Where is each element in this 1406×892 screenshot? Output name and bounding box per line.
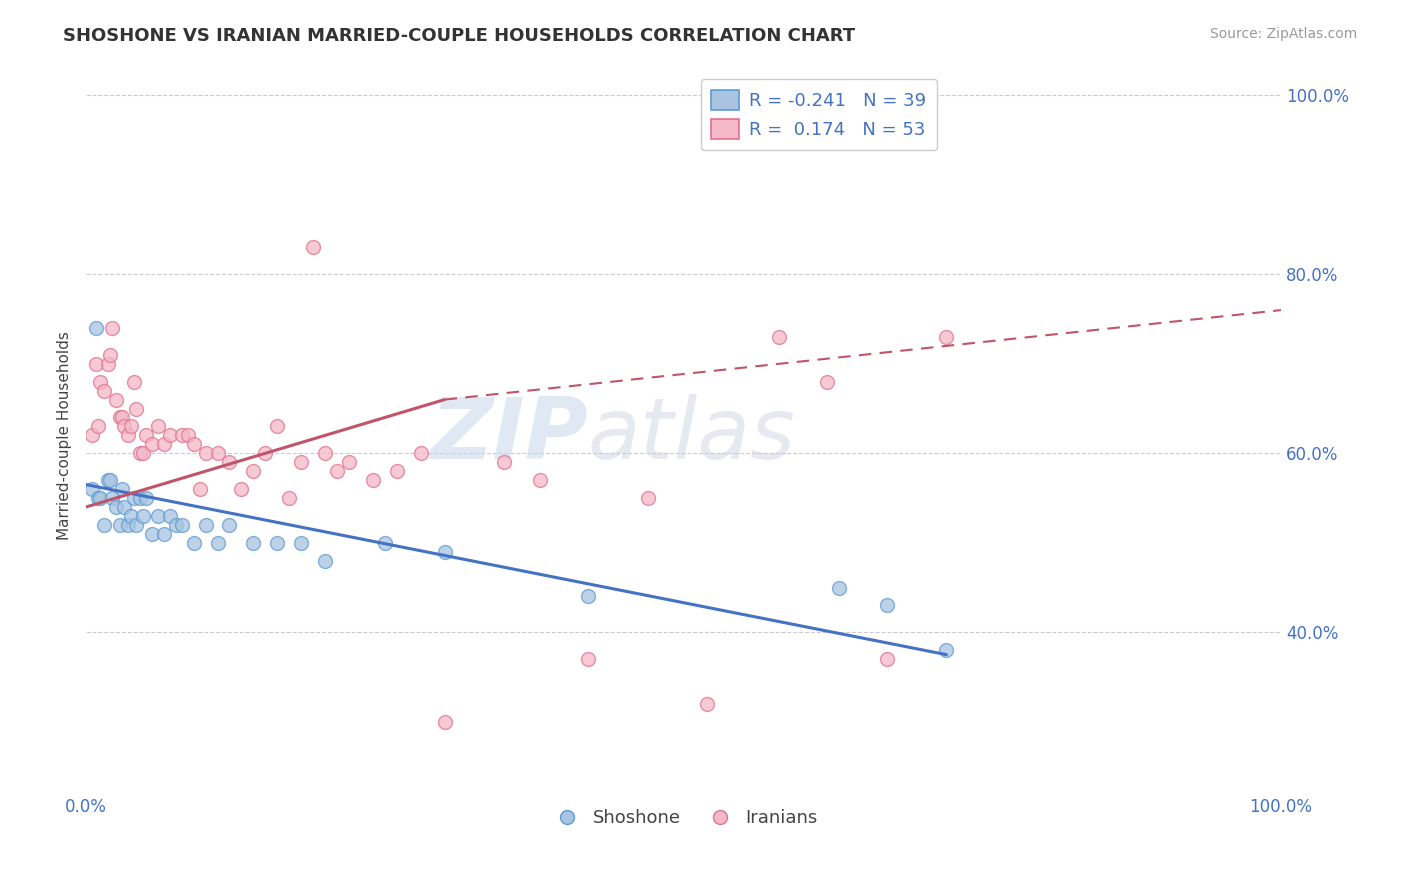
Point — [80, 428, 103, 442]
Point — [935, 330, 957, 344]
Point — [194, 446, 217, 460]
Point — [128, 491, 150, 505]
Point — [170, 517, 193, 532]
Point — [176, 428, 198, 442]
Point — [935, 643, 957, 657]
Point — [266, 419, 288, 434]
Point — [121, 508, 143, 523]
Point — [111, 482, 134, 496]
Point — [165, 517, 187, 532]
Point — [576, 652, 599, 666]
Point — [135, 491, 157, 505]
Point — [84, 321, 107, 335]
Point — [576, 590, 599, 604]
Point — [128, 446, 150, 460]
Point — [188, 482, 211, 496]
Point — [266, 535, 288, 549]
Point — [125, 401, 148, 416]
Point — [828, 581, 851, 595]
Point — [290, 535, 312, 549]
Point — [314, 446, 336, 460]
Point — [302, 240, 325, 254]
Point — [314, 554, 336, 568]
Point — [117, 517, 139, 532]
Point — [433, 714, 456, 729]
Legend: Shoshone, Iranians: Shoshone, Iranians — [541, 802, 825, 834]
Text: Source: ZipAtlas.com: Source: ZipAtlas.com — [1209, 27, 1357, 41]
Point — [104, 392, 127, 407]
Point — [117, 428, 139, 442]
Point — [146, 419, 169, 434]
Point — [98, 473, 121, 487]
Point — [696, 697, 718, 711]
Point — [112, 419, 135, 434]
Point — [183, 535, 205, 549]
Point — [101, 491, 124, 505]
Point — [104, 500, 127, 514]
Point — [122, 375, 145, 389]
Point — [194, 517, 217, 532]
Point — [122, 491, 145, 505]
Point — [108, 517, 131, 532]
Point — [433, 545, 456, 559]
Point — [183, 437, 205, 451]
Text: ZIP: ZIP — [430, 394, 588, 477]
Point — [89, 491, 111, 505]
Point — [637, 491, 659, 505]
Point — [111, 410, 134, 425]
Point — [278, 491, 301, 505]
Text: atlas: atlas — [588, 394, 796, 477]
Point — [146, 508, 169, 523]
Point — [207, 535, 229, 549]
Point — [80, 482, 103, 496]
Point — [97, 473, 120, 487]
Point — [93, 517, 115, 532]
Point — [254, 446, 277, 460]
Point — [218, 517, 240, 532]
Point — [97, 357, 120, 371]
Point — [242, 535, 264, 549]
Point — [326, 464, 349, 478]
Point — [529, 473, 551, 487]
Point — [494, 455, 516, 469]
Point — [290, 455, 312, 469]
Point — [876, 599, 898, 613]
Point — [141, 437, 163, 451]
Point — [87, 419, 110, 434]
Point — [815, 375, 838, 389]
Point — [409, 446, 432, 460]
Point — [89, 375, 111, 389]
Point — [132, 508, 155, 523]
Point — [242, 464, 264, 478]
Point — [218, 455, 240, 469]
Point — [152, 437, 174, 451]
Point — [125, 517, 148, 532]
Point — [135, 428, 157, 442]
Point — [84, 357, 107, 371]
Point — [876, 652, 898, 666]
Point — [132, 446, 155, 460]
Point — [112, 500, 135, 514]
Point — [121, 419, 143, 434]
Point — [101, 321, 124, 335]
Text: SHOSHONE VS IRANIAN MARRIED-COUPLE HOUSEHOLDS CORRELATION CHART: SHOSHONE VS IRANIAN MARRIED-COUPLE HOUSE… — [63, 27, 855, 45]
Y-axis label: Married-couple Households: Married-couple Households — [58, 331, 72, 540]
Point — [170, 428, 193, 442]
Point — [361, 473, 384, 487]
Point — [87, 491, 110, 505]
Point — [98, 348, 121, 362]
Point — [93, 384, 115, 398]
Point — [374, 535, 396, 549]
Point — [141, 526, 163, 541]
Point — [207, 446, 229, 460]
Point — [152, 526, 174, 541]
Point — [159, 428, 181, 442]
Point — [768, 330, 790, 344]
Point — [337, 455, 360, 469]
Point — [385, 464, 408, 478]
Point — [108, 410, 131, 425]
Point — [159, 508, 181, 523]
Point — [231, 482, 253, 496]
